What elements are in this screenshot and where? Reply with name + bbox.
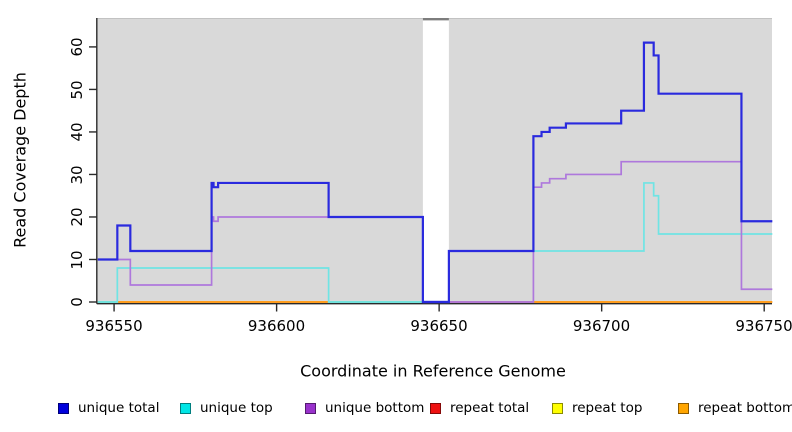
legend-label: repeat bottom bbox=[698, 400, 792, 416]
legend-item-repeat-bottom: repeat bottom bbox=[678, 400, 792, 416]
x-tick-label: 936550 bbox=[85, 317, 143, 335]
x-tick-label: 936650 bbox=[410, 317, 468, 335]
legend-label: unique total bbox=[78, 400, 160, 416]
legend-swatch-icon bbox=[58, 402, 69, 414]
y-tick-label: 20 bbox=[68, 207, 86, 227]
legend-swatch-icon bbox=[678, 402, 689, 414]
x-tick-label: 936600 bbox=[247, 317, 306, 335]
legend-swatch-icon bbox=[180, 402, 191, 414]
y-tick-label: 10 bbox=[68, 249, 86, 270]
y-tick-label: 60 bbox=[68, 37, 86, 57]
y-axis-title: Read Coverage Depth bbox=[10, 72, 30, 248]
y-tick-label: 50 bbox=[68, 79, 86, 100]
legend-swatch-icon bbox=[305, 402, 316, 414]
y-tick-label: 0 bbox=[68, 297, 86, 307]
legend-label: repeat top bbox=[572, 400, 643, 416]
legend-swatch-icon bbox=[430, 402, 441, 414]
legend-swatch-icon bbox=[552, 402, 563, 414]
y-tick-label: 30 bbox=[68, 164, 86, 185]
y-tick-label: 40 bbox=[68, 122, 86, 142]
x-tick-label: 936700 bbox=[572, 317, 631, 335]
legend-label: unique bottom bbox=[325, 400, 425, 416]
legend-item-unique-bottom: unique bottom bbox=[305, 400, 425, 416]
legend-item-unique-top: unique top bbox=[180, 400, 273, 416]
x-tick-label: 936750 bbox=[735, 317, 792, 335]
legend-label: unique top bbox=[200, 400, 273, 416]
legend-item-repeat-top: repeat top bbox=[552, 400, 643, 416]
legend-label: repeat total bbox=[450, 400, 530, 416]
legend-item-unique-total: unique total bbox=[58, 400, 160, 416]
legend-item-repeat-total: repeat total bbox=[430, 400, 530, 416]
x-axis-title: Coordinate in Reference Genome bbox=[300, 361, 566, 381]
